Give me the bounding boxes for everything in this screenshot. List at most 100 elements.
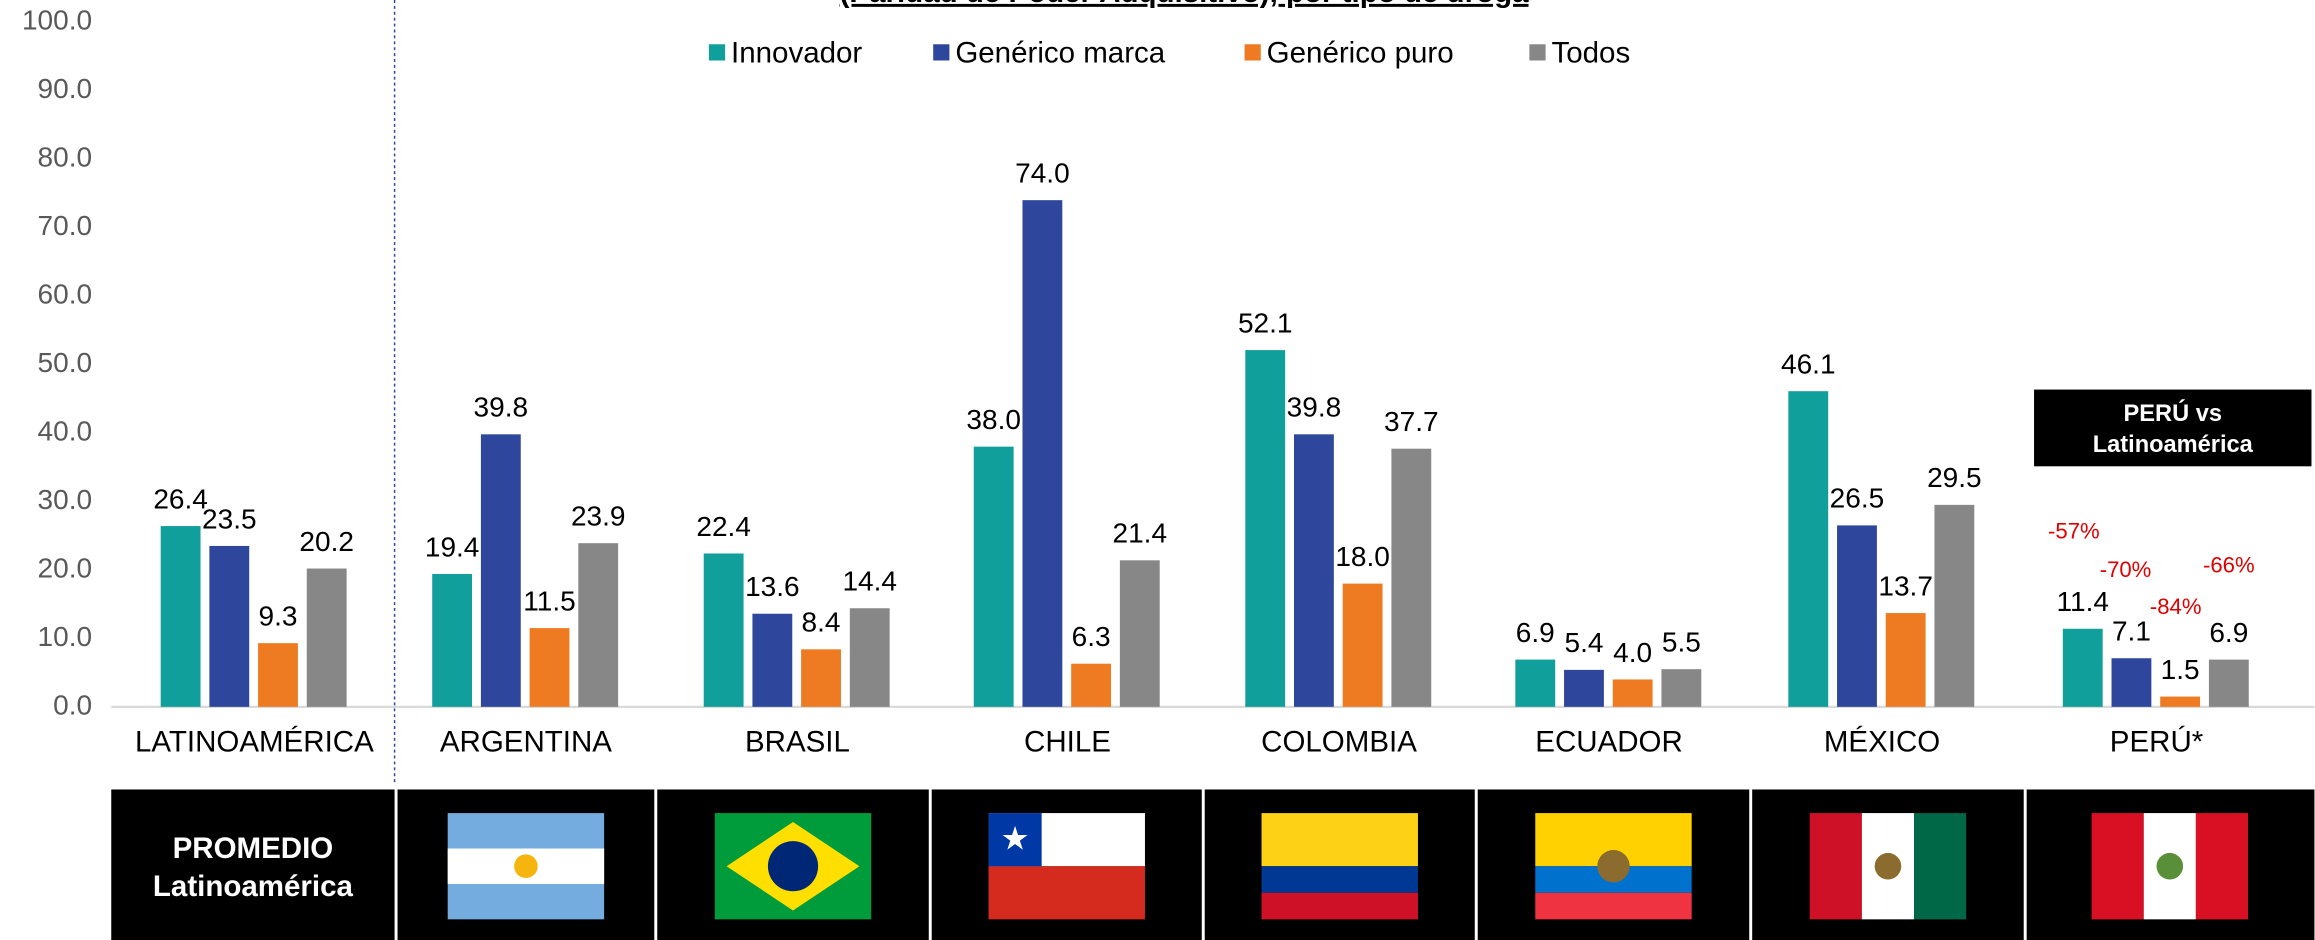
flag-part — [988, 813, 1042, 867]
bar — [1515, 659, 1556, 707]
value-label: 19.4 — [425, 531, 480, 562]
y-tick-label: 90.0 — [38, 73, 93, 104]
value-label: 5.4 — [1564, 627, 1603, 658]
value-label: 11.5 — [523, 585, 575, 616]
legend-swatch — [1529, 44, 1546, 61]
value-label: 14.4 — [842, 566, 897, 597]
annotation-box — [2034, 389, 2312, 467]
value-label: 22.4 — [696, 511, 751, 542]
flag-part — [2195, 813, 2249, 920]
bar — [432, 574, 473, 707]
value-label: 46.1 — [1781, 349, 1836, 380]
flag-panel — [111, 789, 2315, 940]
value-label: 7.1 — [2112, 616, 2151, 647]
bar — [1342, 583, 1383, 707]
bar — [2208, 659, 2249, 707]
flag-part — [1261, 866, 1418, 893]
y-tick-label: 30.0 — [38, 484, 93, 515]
flag-part — [1261, 892, 1418, 920]
x-tick-label: PERÚ* — [2110, 726, 2204, 759]
change-label: -57% — [2048, 519, 2100, 544]
chart-title: (Paridad de Poder Adquisitivo), por tipo… — [840, 0, 1530, 9]
bar — [1391, 448, 1432, 707]
x-tick-label: BRASIL — [745, 726, 850, 759]
bar — [1661, 669, 1702, 707]
bar — [1022, 200, 1063, 707]
x-tick-label: COLOMBIA — [1261, 726, 1417, 759]
bar — [2160, 696, 2201, 707]
bar — [160, 526, 201, 707]
value-label: 29.5 — [1927, 462, 1982, 493]
value-label: 21.4 — [1113, 518, 1168, 549]
y-tick-label: 60.0 — [38, 278, 93, 309]
value-label: 26.5 — [1830, 483, 1885, 514]
y-tick-label: 0.0 — [53, 689, 92, 720]
bar — [1788, 391, 1829, 707]
x-tick-label: MÉXICO — [1824, 726, 1940, 759]
value-label: 11.4 — [2057, 586, 2109, 617]
bar — [1119, 560, 1160, 707]
flag-part — [1914, 813, 1967, 920]
bar — [1885, 613, 1926, 707]
panel-label: PROMEDIO — [173, 832, 334, 865]
bar — [801, 649, 841, 707]
value-label: 39.8 — [1287, 392, 1342, 423]
value-label: 6.9 — [2209, 617, 2248, 648]
x-tick-label: ECUADOR — [1535, 726, 1683, 759]
bar — [1245, 350, 1286, 707]
flag-part — [2156, 852, 2184, 880]
value-label: 23.9 — [571, 501, 626, 532]
bar — [1934, 504, 1975, 707]
y-tick-label: 100.0 — [22, 5, 92, 36]
bar — [752, 613, 793, 707]
legend-label: Todos — [1552, 36, 1631, 69]
bar — [2062, 628, 2103, 707]
value-label: 26.4 — [153, 483, 208, 514]
bar — [973, 446, 1014, 707]
y-tick-label: 70.0 — [38, 210, 93, 241]
value-label: 38.0 — [966, 404, 1021, 435]
bar — [849, 608, 890, 707]
legend-swatch — [708, 44, 726, 61]
bar — [529, 628, 570, 707]
value-label: 74.0 — [1015, 157, 1070, 188]
value-label: 9.3 — [259, 600, 298, 631]
bar — [1293, 434, 1334, 707]
value-label: 39.8 — [474, 392, 529, 423]
bar — [209, 545, 250, 707]
legend-swatch — [1244, 44, 1261, 61]
flag-part — [1874, 852, 1902, 880]
value-label: 5.5 — [1662, 627, 1701, 658]
value-label: 4.0 — [1613, 637, 1652, 668]
value-label: 18.0 — [1335, 541, 1390, 572]
bar — [1837, 525, 1877, 707]
bar — [578, 543, 619, 707]
value-label: 6.3 — [1072, 621, 1111, 652]
flag-part: ★ — [1001, 821, 1030, 857]
value-label: 37.7 — [1384, 406, 1439, 437]
value-label: 20.2 — [299, 526, 354, 557]
flag — [1261, 813, 1418, 867]
bar — [1071, 663, 1112, 707]
bar — [1564, 669, 1604, 707]
value-label: 1.5 — [2161, 654, 2200, 685]
bar — [306, 568, 347, 707]
legend-label: Genérico marca — [955, 36, 1165, 69]
flag-part — [1535, 892, 1692, 920]
y-tick-label: 20.0 — [38, 552, 93, 583]
value-label: 13.6 — [745, 571, 800, 602]
value-label: 23.5 — [202, 503, 257, 534]
flag — [2091, 813, 2144, 920]
value-label: 8.4 — [802, 607, 841, 638]
value-label: 52.1 — [1238, 307, 1293, 338]
bar — [258, 643, 298, 707]
bar — [480, 434, 521, 707]
flag-part — [514, 854, 538, 879]
bar — [1612, 679, 1653, 707]
change-label: -70% — [2100, 557, 2152, 582]
bar — [2111, 658, 2152, 707]
legend-label: Genérico puro — [1267, 36, 1454, 69]
flag-part — [1597, 849, 1630, 883]
